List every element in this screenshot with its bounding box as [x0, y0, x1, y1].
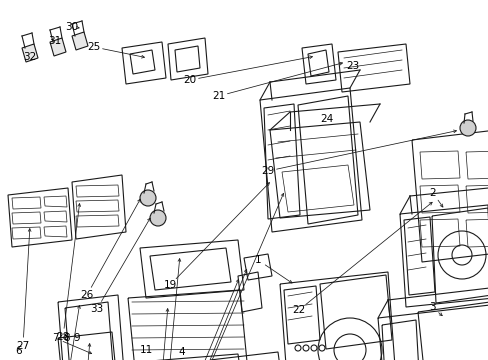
Text: 11: 11: [139, 345, 152, 355]
Text: 25: 25: [87, 42, 101, 52]
Text: 33: 33: [90, 304, 103, 314]
Polygon shape: [50, 38, 66, 56]
Circle shape: [150, 210, 165, 226]
Text: 21: 21: [212, 91, 225, 101]
Text: 2: 2: [429, 188, 435, 198]
Text: 27: 27: [16, 341, 30, 351]
Text: 23: 23: [346, 61, 359, 71]
Text: 7: 7: [52, 333, 58, 343]
Text: 24: 24: [320, 114, 333, 124]
Text: 31: 31: [48, 36, 61, 46]
Text: 4: 4: [178, 347, 185, 357]
Text: 6: 6: [16, 346, 22, 356]
Text: 26: 26: [80, 290, 93, 300]
Polygon shape: [72, 32, 88, 50]
Text: 3: 3: [428, 302, 434, 312]
Text: 8: 8: [63, 333, 70, 343]
Text: 29: 29: [261, 166, 274, 176]
Text: 30: 30: [65, 22, 79, 32]
Text: 1: 1: [254, 255, 261, 265]
Text: 19: 19: [163, 280, 176, 290]
Text: 22: 22: [292, 305, 305, 315]
Text: 28: 28: [56, 332, 69, 342]
Text: 20: 20: [183, 75, 196, 85]
Polygon shape: [22, 44, 38, 62]
Circle shape: [459, 120, 475, 136]
Text: 32: 32: [23, 52, 37, 62]
Text: 9: 9: [74, 333, 80, 343]
Circle shape: [140, 190, 156, 206]
